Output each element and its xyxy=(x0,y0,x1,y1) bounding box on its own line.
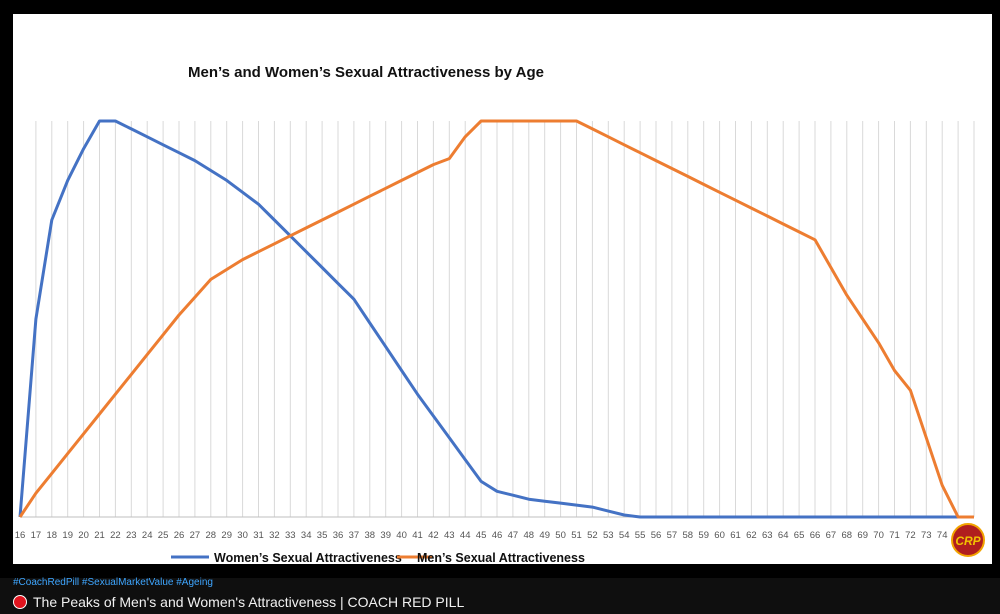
video-title[interactable]: The Peaks of Men's and Women's Attractiv… xyxy=(33,594,465,610)
x-tick-label: 30 xyxy=(237,530,248,541)
x-tick-label: 52 xyxy=(587,530,598,541)
x-tick-label: 54 xyxy=(619,530,630,541)
series-lines xyxy=(18,119,974,519)
x-tick-label: 19 xyxy=(62,530,73,541)
x-tick-label: 59 xyxy=(698,530,709,541)
x-tick-label: 58 xyxy=(683,530,694,541)
legend: Women’s Sexual Attractiveness Men’s Sexu… xyxy=(171,551,585,564)
x-tick-label: 68 xyxy=(842,530,853,541)
x-tick-label: 69 xyxy=(857,530,868,541)
x-tick-label: 17 xyxy=(31,530,42,541)
video-frame[interactable]: Men’s and Women’s Sexual Attractiveness … xyxy=(0,0,1000,578)
x-tick-label: 27 xyxy=(190,530,201,541)
x-tick-label: 41 xyxy=(412,530,423,541)
x-tick-label: 57 xyxy=(667,530,678,541)
x-tick-label: 39 xyxy=(380,530,391,541)
series-line-men xyxy=(18,119,974,519)
x-tick-label: 50 xyxy=(555,530,566,541)
x-tick-label: 53 xyxy=(603,530,614,541)
x-tick-label: 26 xyxy=(174,530,185,541)
line-chart: Men’s and Women’s Sexual Attractiveness … xyxy=(15,64,985,564)
x-tick-label: 18 xyxy=(47,530,58,541)
x-tick-label: 35 xyxy=(317,530,328,541)
x-tick-label: 43 xyxy=(444,530,455,541)
chart-panel: Men’s and Women’s Sexual Attractiveness … xyxy=(13,14,992,564)
x-tick-label: 40 xyxy=(396,530,407,541)
x-tick-label: 16 xyxy=(15,530,26,541)
x-tick-label: 56 xyxy=(651,530,662,541)
x-tick-label: 72 xyxy=(905,530,916,541)
x-tick-label: 62 xyxy=(746,530,757,541)
series-line-women xyxy=(18,119,974,519)
live-dot-icon xyxy=(13,595,27,609)
x-tick-label: 24 xyxy=(142,530,153,541)
x-tick-label: 74 xyxy=(937,530,948,541)
x-tick-label: 29 xyxy=(221,530,232,541)
video-title-row: The Peaks of Men's and Women's Attractiv… xyxy=(13,592,464,612)
x-tick-label: 45 xyxy=(476,530,487,541)
x-tick-label: 42 xyxy=(428,530,439,541)
legend-label-men: Men’s Sexual Attractiveness xyxy=(417,551,585,564)
logo-text: CRP xyxy=(955,534,981,548)
x-tick-label: 73 xyxy=(921,530,932,541)
x-tick-label: 55 xyxy=(635,530,646,541)
x-tick-label: 71 xyxy=(889,530,900,541)
x-tick-label: 21 xyxy=(94,530,105,541)
x-tick-label: 46 xyxy=(492,530,503,541)
vertical-gridlines xyxy=(20,121,975,518)
x-tick-label: 25 xyxy=(158,530,169,541)
x-tick-label: 70 xyxy=(873,530,884,541)
x-tick-label: 32 xyxy=(269,530,280,541)
x-tick-label: 34 xyxy=(301,530,312,541)
x-tick-label: 66 xyxy=(810,530,821,541)
video-hashtags[interactable]: #CoachRedPill #SexualMarketValue #Ageing xyxy=(13,577,213,588)
x-tick-label: 49 xyxy=(539,530,550,541)
x-tick-label: 63 xyxy=(762,530,773,541)
x-tick-label: 65 xyxy=(794,530,805,541)
x-tick-label: 44 xyxy=(460,530,471,541)
legend-label-women: Women’s Sexual Attractiveness xyxy=(214,551,402,564)
x-tick-label: 64 xyxy=(778,530,789,541)
chart-title: Men’s and Women’s Sexual Attractiveness … xyxy=(188,64,544,81)
x-tick-label: 20 xyxy=(78,530,89,541)
x-tick-label: 31 xyxy=(253,530,264,541)
crp-logo: CRP xyxy=(951,523,985,557)
x-tick-label: 51 xyxy=(571,530,582,541)
x-tick-label: 47 xyxy=(508,530,519,541)
x-tick-label: 33 xyxy=(285,530,296,541)
x-tick-label: 22 xyxy=(110,530,121,541)
x-tick-label: 23 xyxy=(126,530,137,541)
x-axis-ticks: 16 17 18 19 20 21 22 23 24 25 26 27 28 29 30 31 32 33 34 35… xyxy=(15,530,980,541)
x-tick-label: 37 xyxy=(349,530,360,541)
x-tick-label: 61 xyxy=(730,530,741,541)
x-tick-label: 60 xyxy=(714,530,725,541)
x-tick-label: 48 xyxy=(524,530,535,541)
x-tick-label: 38 xyxy=(365,530,376,541)
x-tick-label: 28 xyxy=(206,530,217,541)
x-tick-label: 36 xyxy=(333,530,344,541)
x-tick-label: 67 xyxy=(826,530,837,541)
